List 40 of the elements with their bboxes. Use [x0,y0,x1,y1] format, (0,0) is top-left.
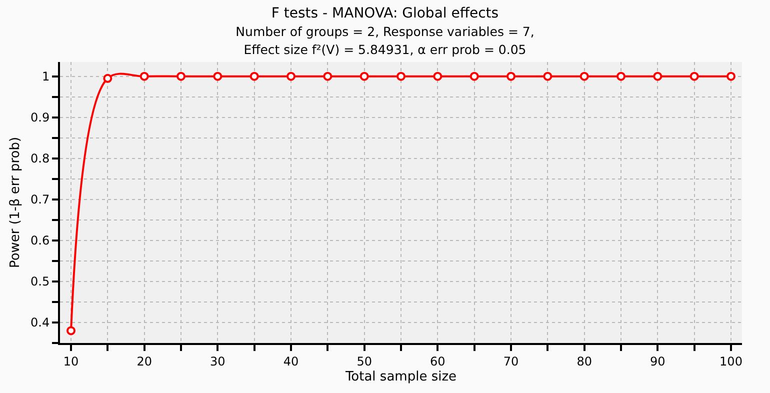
y-tick-label: 1 [42,70,50,84]
point [690,72,699,81]
point [653,72,662,81]
y-tick-label: 0.8 [30,152,50,166]
point [66,326,76,336]
point [726,72,736,81]
y-tick-label: 0.5 [30,274,50,289]
y-tick-label: 0.9 [30,110,50,125]
y-axis-title: Power (1-β err prob) [8,136,23,268]
y-tick-label: 0.6 [30,234,50,248]
point [213,72,222,81]
x-tick-label: 40 [283,354,299,368]
point [470,72,479,81]
x-tick-label: 50 [356,354,372,368]
x-tick-label: 70 [503,354,519,368]
x-tick-label: 60 [430,354,446,368]
point [250,72,259,81]
point [506,72,516,81]
y-tick-label: 0.7 [30,192,50,207]
point [616,72,626,81]
y-tick-label: 0.4 [30,316,50,330]
point [580,72,589,81]
point [176,72,186,81]
x-tick-label: 20 [136,354,152,368]
point [323,72,332,81]
point [543,72,552,81]
x-tick-label: 80 [576,354,592,368]
point [360,72,369,81]
point [286,72,296,81]
point [140,72,149,81]
point [103,74,112,83]
chart-title: F tests - MANOVA: Global effects [271,6,499,22]
chart-subtitle: Number of groups = 2, Response variables = 7, Effect size f²(V) = 5.84931, α err prob = 0.05 [236,24,534,58]
point [433,72,442,81]
x-tick-label: 10 [63,354,79,368]
x-tick-label: 30 [210,354,226,368]
point [396,72,406,81]
x-tick-label: 90 [650,354,666,368]
x-tick-label: 100 [720,354,742,368]
x-axis-title: Total sample size [344,370,457,384]
